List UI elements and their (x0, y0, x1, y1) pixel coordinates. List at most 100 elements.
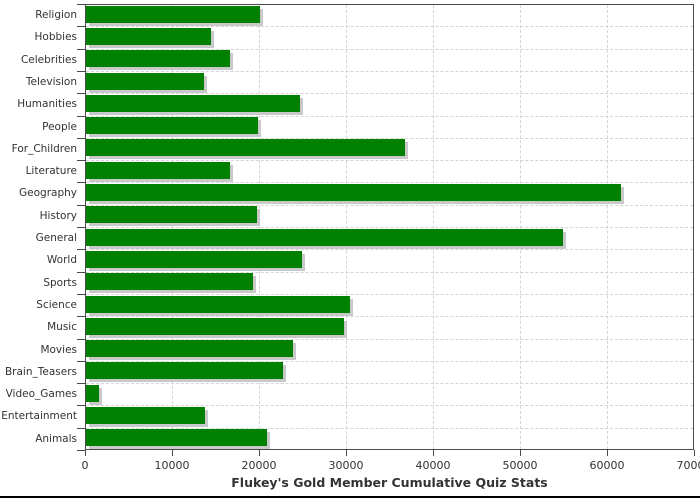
bar (86, 94, 300, 112)
chart-title: Flukey's Gold Member Cumulative Quiz Sta… (231, 475, 548, 490)
x-tick-label: 50000 (502, 459, 538, 472)
bar (86, 295, 350, 313)
bar (86, 27, 211, 45)
gridline-horizontal (86, 115, 693, 117)
y-axis-tick (77, 405, 85, 407)
bar (86, 250, 302, 268)
gridline-horizontal (86, 182, 693, 184)
y-axis-tick (77, 160, 85, 162)
bar (86, 429, 267, 447)
category-label: Sports (43, 276, 77, 289)
gridline-horizontal (86, 160, 693, 162)
category-label: Brain_Teasers (4, 365, 77, 378)
gridline-horizontal (86, 383, 693, 385)
gridline-horizontal (86, 405, 693, 407)
bar (86, 184, 621, 202)
y-axis-tick (77, 70, 85, 72)
category-label: Entertainment (1, 410, 77, 423)
y-axis-tick (77, 271, 85, 273)
category-label: Celebrities (20, 53, 77, 66)
y-axis-tick (77, 450, 85, 451)
x-tick-label: 20000 (241, 459, 277, 472)
x-tick-label: 10000 (154, 459, 190, 472)
x-tick-label: 40000 (415, 459, 451, 472)
gridline-horizontal (86, 271, 693, 273)
y-axis-tick (77, 383, 85, 385)
gridline-horizontal (86, 204, 693, 206)
x-tick-label: 60000 (589, 459, 625, 472)
category-label: Animals (35, 432, 77, 445)
y-axis-tick (77, 137, 85, 139)
category-label: Television (25, 75, 77, 88)
y-axis-tick (77, 338, 85, 340)
x-axis-tick (433, 450, 434, 456)
x-axis-tick (85, 450, 86, 456)
y-axis-tick (77, 4, 85, 5)
y-axis-tick (77, 115, 85, 117)
category-label: History (39, 209, 77, 222)
gridline-horizontal (86, 93, 693, 95)
x-axis-tick (346, 450, 347, 456)
bar (86, 206, 257, 224)
window-bottom-border (0, 496, 700, 498)
category-label: Movies (40, 343, 77, 356)
x-tick-label: 0 (81, 459, 89, 472)
y-axis-tick (77, 26, 85, 28)
gridline-horizontal (86, 338, 693, 340)
category-label: Video_Games (5, 388, 77, 401)
bar (86, 362, 283, 380)
bar (86, 139, 405, 157)
bar (86, 228, 563, 246)
y-axis-tick (77, 48, 85, 50)
category-label: General (35, 232, 77, 244)
bar (86, 117, 258, 135)
y-axis-tick (77, 293, 85, 295)
y-axis-tick (77, 227, 85, 228)
x-axis-tick (607, 450, 608, 456)
plot-area (85, 4, 694, 450)
bar (86, 72, 204, 90)
x-axis-tick (172, 450, 173, 456)
category-label: Geography (19, 187, 77, 200)
bar (86, 161, 230, 179)
y-axis-tick (77, 427, 85, 429)
bar (86, 5, 260, 23)
bar (86, 384, 99, 402)
gridline-horizontal (86, 227, 693, 228)
gridline-horizontal (86, 48, 693, 50)
gridline-horizontal (86, 26, 693, 28)
category-label: Humanities (17, 98, 77, 111)
category-label: For_Children (11, 142, 77, 155)
gridline-horizontal (86, 360, 693, 362)
y-axis-tick (77, 182, 85, 184)
gridline-horizontal (86, 137, 693, 139)
category-label: Science (36, 298, 77, 311)
y-axis-tick (77, 93, 85, 95)
x-axis-tick (520, 450, 521, 456)
category-label: World (46, 254, 77, 267)
bar (86, 407, 205, 425)
y-axis-tick (77, 204, 85, 206)
bar (86, 273, 253, 291)
gridline-horizontal (86, 293, 693, 295)
x-axis-tick (259, 450, 260, 456)
gridline-horizontal (86, 427, 693, 429)
bar (86, 50, 230, 68)
x-tick-label: 30000 (328, 459, 364, 472)
category-label: Religion (35, 9, 77, 21)
gridline-horizontal (86, 70, 693, 72)
y-axis-tick (77, 360, 85, 362)
x-axis-tick (694, 450, 695, 456)
category-label: Literature (25, 165, 77, 178)
gridline-horizontal (86, 316, 693, 318)
category-label: Music (47, 321, 77, 334)
gridline-horizontal (86, 249, 693, 251)
x-tick-label: 70000 (676, 459, 700, 472)
bar (86, 317, 344, 335)
bar (86, 340, 293, 358)
y-axis-tick (77, 316, 85, 318)
category-label: Hobbies (34, 31, 78, 44)
y-axis-tick (77, 249, 85, 251)
category-label: People (42, 120, 77, 133)
